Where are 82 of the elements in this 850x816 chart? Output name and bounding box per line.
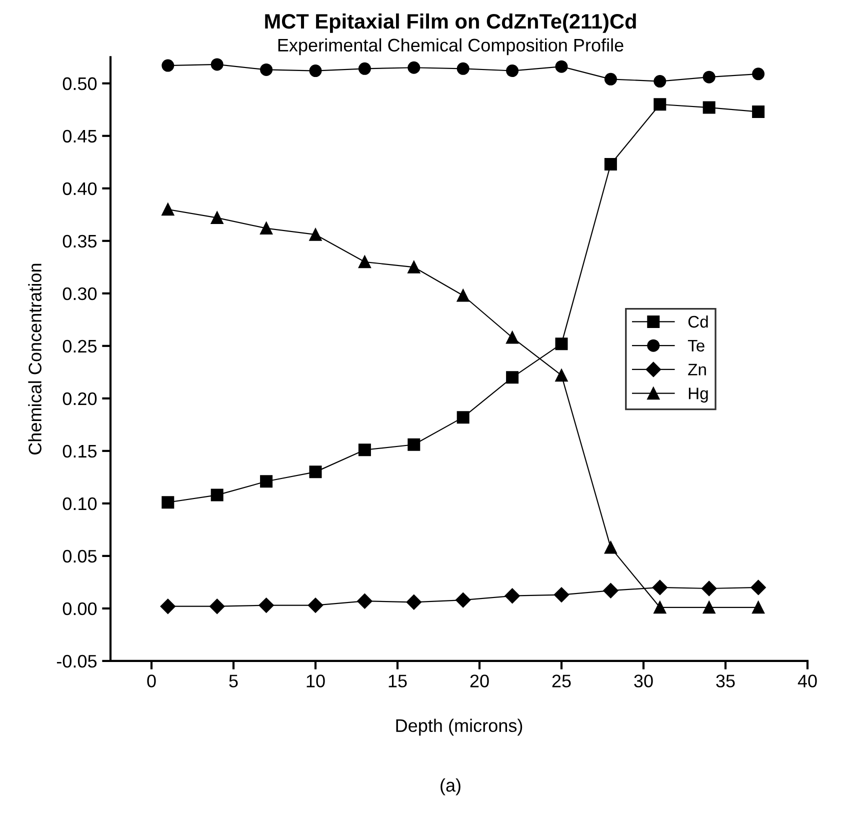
y-tick-label: 0.05 xyxy=(62,550,97,563)
y-tick-label: 0.15 xyxy=(62,444,97,458)
point xyxy=(408,438,420,451)
point xyxy=(456,289,470,302)
y-tick-label: -0.05 xyxy=(56,654,97,668)
point xyxy=(162,203,174,216)
x-axis-title: Depth (microns) xyxy=(396,718,522,736)
legend-label: Te xyxy=(688,340,704,352)
x-tick-label: 25 xyxy=(552,674,571,688)
point xyxy=(408,61,420,74)
y-tick-label: 0.10 xyxy=(62,497,97,510)
point xyxy=(654,98,666,111)
point xyxy=(506,371,519,384)
point xyxy=(358,62,371,75)
point xyxy=(210,212,224,224)
point xyxy=(752,105,765,118)
point xyxy=(162,59,174,72)
point xyxy=(604,541,617,554)
point xyxy=(358,444,371,456)
point xyxy=(260,63,273,76)
point xyxy=(752,601,765,614)
point xyxy=(260,222,273,235)
y-tick-label: 0.25 xyxy=(62,340,97,353)
point xyxy=(309,64,322,78)
point xyxy=(210,58,224,71)
legend-label: Cd xyxy=(688,315,708,328)
x-tick-label: 20 xyxy=(470,674,489,688)
point xyxy=(210,488,224,502)
point xyxy=(406,594,422,610)
point xyxy=(357,594,372,609)
point xyxy=(702,580,717,596)
x-tick-label: 5 xyxy=(229,674,238,688)
point xyxy=(555,338,568,350)
point xyxy=(604,72,617,86)
point xyxy=(162,496,174,509)
point xyxy=(652,580,668,596)
x-tick-label: 40 xyxy=(798,674,817,688)
x-tick-label: 35 xyxy=(716,674,735,688)
point xyxy=(603,583,618,598)
point xyxy=(408,260,420,274)
point xyxy=(258,598,274,613)
legend-label: Hg xyxy=(688,388,708,403)
point xyxy=(456,62,470,75)
x-tick-label: 10 xyxy=(306,674,325,688)
x-tick-label: 15 xyxy=(388,674,407,688)
y-tick-label: 0.20 xyxy=(62,392,97,406)
point xyxy=(160,598,176,614)
text: (a) xyxy=(440,778,460,796)
point xyxy=(702,101,716,114)
y-tick-label: 0.30 xyxy=(62,287,97,300)
point xyxy=(358,256,371,268)
point xyxy=(604,158,617,170)
legend-label: Zn xyxy=(688,364,706,376)
point xyxy=(654,601,666,614)
point xyxy=(456,411,470,424)
point xyxy=(309,466,322,478)
point xyxy=(260,475,273,488)
y-tick-label: 0.45 xyxy=(62,130,97,143)
y-axis-title: Chemical Concentration xyxy=(28,264,42,454)
point xyxy=(654,75,666,88)
point xyxy=(555,369,568,382)
y-tick-label: 0.00 xyxy=(62,602,97,616)
y-tick-label: 0.40 xyxy=(62,182,97,196)
point xyxy=(702,70,716,84)
point xyxy=(554,587,570,602)
point xyxy=(506,64,519,78)
point xyxy=(555,60,568,73)
chart-subtitle: Experimental Chemical Composition Profile xyxy=(278,38,624,56)
point xyxy=(702,601,716,614)
x-tick-label: 0 xyxy=(147,674,156,688)
point xyxy=(504,588,520,604)
y-tick-label: 0.50 xyxy=(62,77,97,90)
point xyxy=(750,580,766,596)
point xyxy=(456,592,471,608)
chart-title: MCT Epitaxial Film on CdZnTe(211)Cd xyxy=(265,13,636,33)
y-tick-label: 0.35 xyxy=(62,234,97,248)
point xyxy=(506,331,519,344)
point xyxy=(309,228,322,241)
point xyxy=(752,68,765,80)
point xyxy=(308,598,324,613)
point xyxy=(210,598,225,614)
x-tick-label: 30 xyxy=(634,674,653,688)
